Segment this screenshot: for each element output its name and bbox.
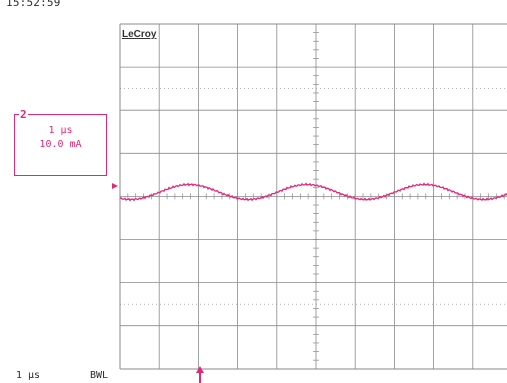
graticule bbox=[119, 23, 507, 370]
timestamp: 15:52:59 bbox=[6, 0, 61, 9]
trigger-position-marker[interactable] bbox=[196, 366, 204, 383]
bandwidth-limit-indicator: BWL bbox=[90, 370, 109, 381]
channel-timebase: 1 µs bbox=[48, 125, 73, 136]
channel-offset-marker[interactable] bbox=[112, 183, 118, 189]
timebase-readout: 1 µs bbox=[16, 370, 41, 381]
channel-vertical-scale: 10.0 mA bbox=[39, 139, 82, 150]
waveform-trace bbox=[119, 182, 507, 202]
brand-logo: LeCroy bbox=[122, 29, 157, 40]
channel-2-label-box[interactable]: 2 1 µs 10.0 mA bbox=[14, 108, 107, 176]
channel-number: 2 bbox=[19, 108, 28, 121]
